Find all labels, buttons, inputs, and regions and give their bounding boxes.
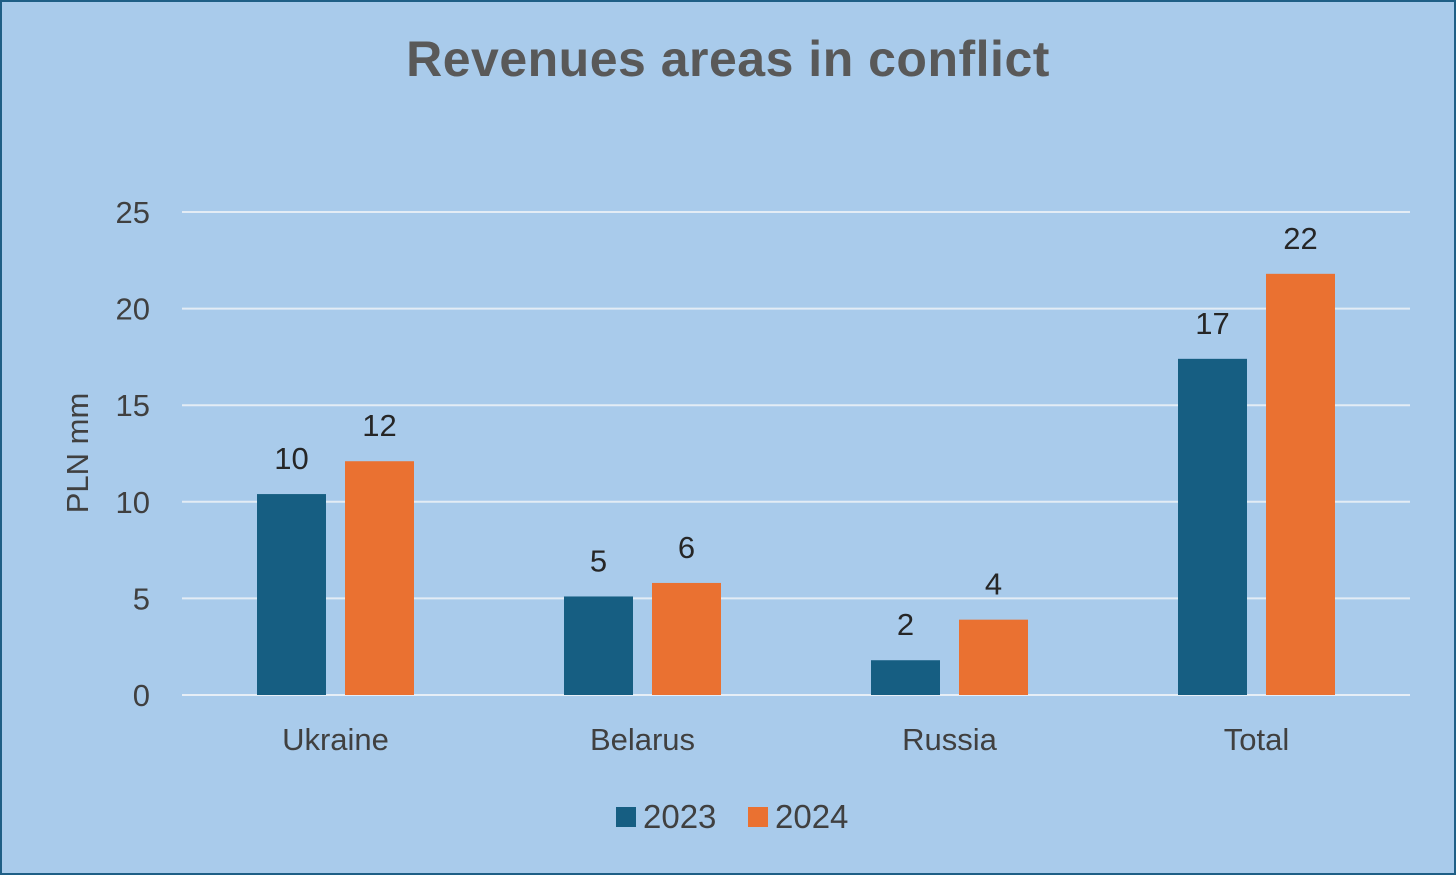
legend-swatch-2024 <box>748 807 768 827</box>
chart-title: Revenues areas in conflict <box>406 31 1050 87</box>
legend-label-2023: 2023 <box>643 798 716 835</box>
data-label-total-2024: 22 <box>1283 221 1317 256</box>
bar-ukraine-2023 <box>257 494 326 695</box>
category-label-russia: Russia <box>902 722 998 757</box>
y-tick-label-0: 0 <box>133 678 150 713</box>
data-label-ukraine-2024: 12 <box>362 408 396 443</box>
data-label-belarus-2024: 6 <box>678 530 695 565</box>
bar-belarus-2024 <box>652 582 721 695</box>
y-tick-label-15: 15 <box>116 388 150 423</box>
y-tick-label-20: 20 <box>116 292 150 327</box>
data-label-ukraine-2023: 10 <box>274 441 308 476</box>
bar-ukraine-2024 <box>345 461 414 695</box>
y-tick-label-5: 5 <box>133 581 150 616</box>
data-label-russia-2023: 2 <box>897 607 914 642</box>
bar-russia-2024 <box>959 619 1028 695</box>
y-axis-label: PLN mm <box>60 393 95 514</box>
category-label-ukraine: Ukraine <box>282 722 389 757</box>
legend-label-2024: 2024 <box>775 798 848 835</box>
bar-belarus-2023 <box>564 596 633 695</box>
bar-total-2024 <box>1266 273 1335 695</box>
y-tick-label-25: 25 <box>116 195 150 230</box>
legend-swatch-2023 <box>616 807 636 827</box>
bar-russia-2023 <box>871 660 940 695</box>
category-label-total: Total <box>1224 722 1289 757</box>
data-label-belarus-2023: 5 <box>590 543 607 578</box>
y-tick-label-10: 10 <box>116 485 150 520</box>
category-label-belarus: Belarus <box>590 722 695 757</box>
bar-total-2023 <box>1178 358 1247 695</box>
data-label-russia-2024: 4 <box>985 567 1002 602</box>
data-label-total-2023: 17 <box>1195 306 1229 341</box>
